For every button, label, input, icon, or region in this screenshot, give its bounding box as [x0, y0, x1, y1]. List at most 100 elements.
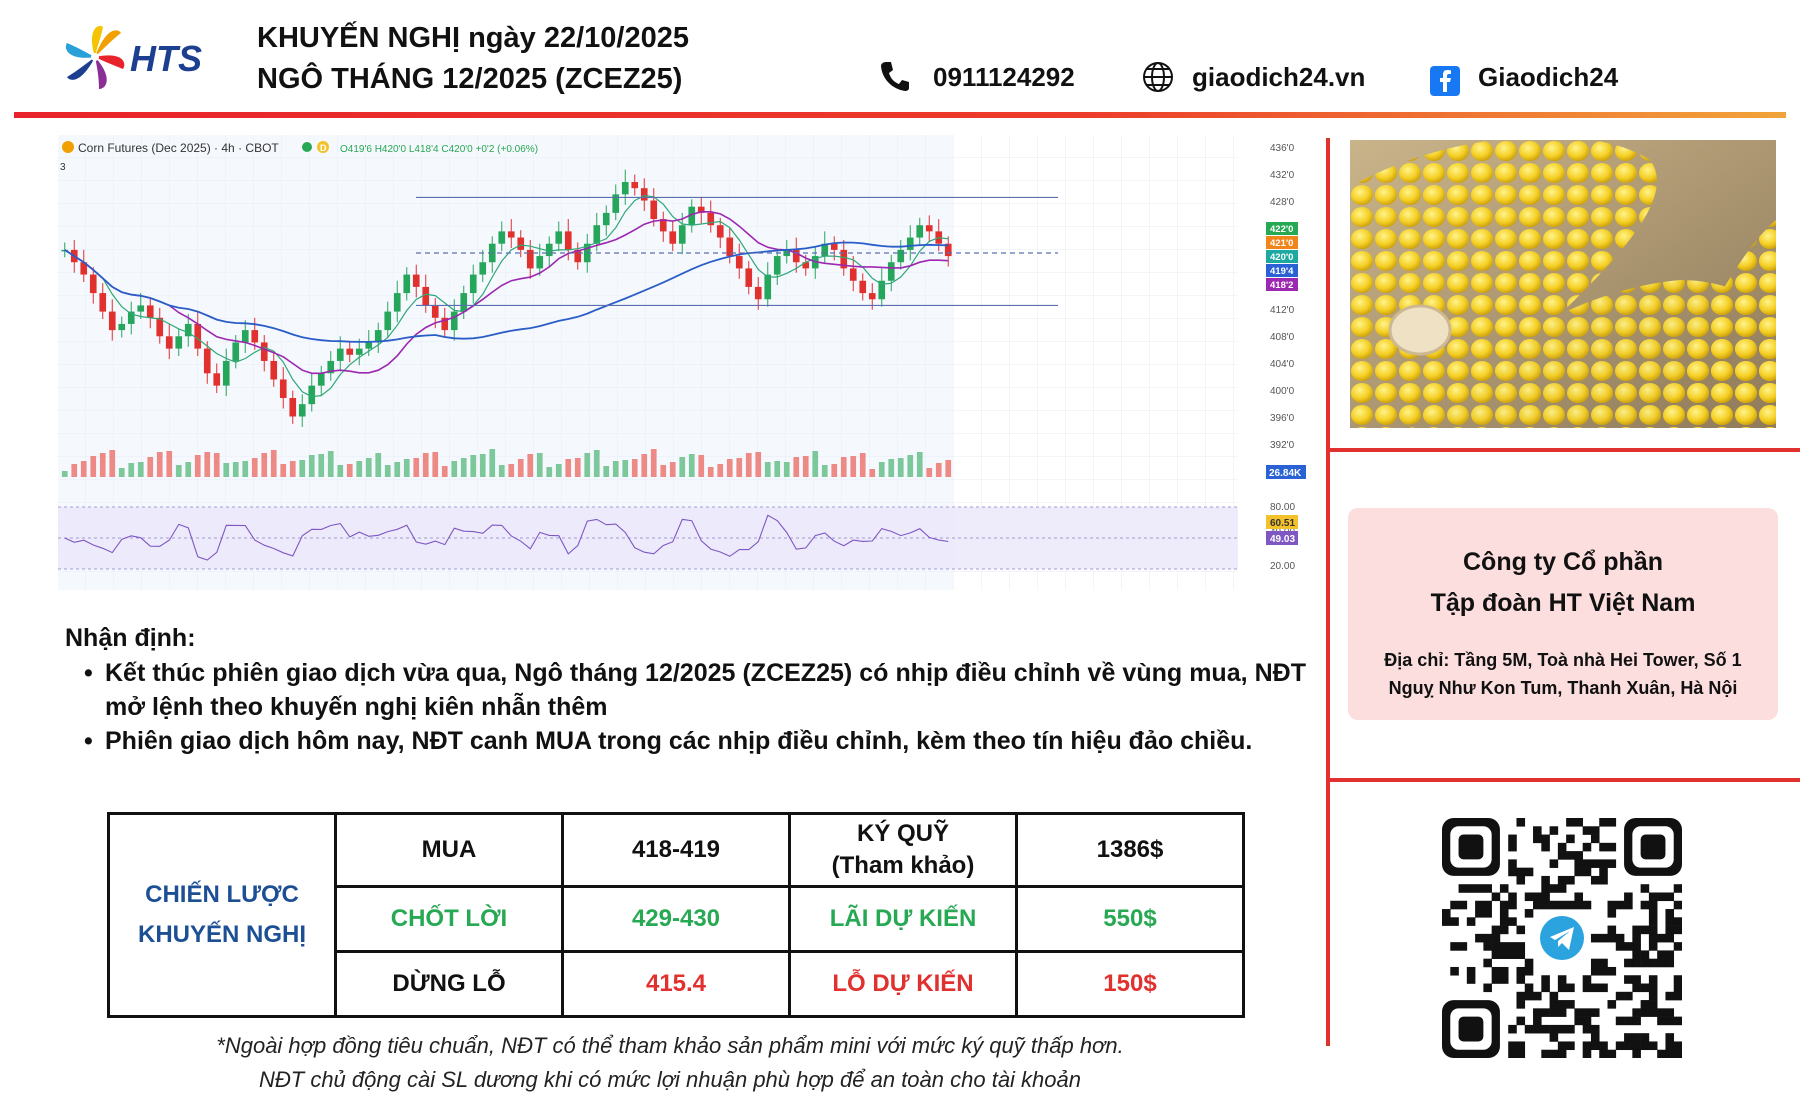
volume-bar: [698, 455, 705, 477]
buy-value: 418-419: [561, 812, 791, 888]
candle: [374, 322, 382, 353]
expected-loss-label: LỖ DỰ KIẾN: [788, 950, 1018, 1018]
candle: [688, 199, 696, 233]
facebook-page-link[interactable]: Giaodich24: [1478, 62, 1619, 92]
volume-bar: [242, 461, 249, 477]
volume-bar: [147, 457, 154, 477]
buy-label: MUA: [334, 812, 564, 888]
volume-bar: [90, 456, 97, 477]
volume-bar: [631, 459, 638, 477]
price-tags: 422'0 421'0 420'0 419'4 418'2 26.84K 60.51 49.0…: [1266, 222, 1306, 545]
candle: [127, 301, 135, 335]
corn-photo: [1350, 140, 1776, 428]
margin-label: KÝ QUỸ (Tham khảo): [788, 812, 1018, 888]
volume-bar: [375, 453, 382, 477]
volume-bar: [118, 468, 125, 477]
telegram-qr-code[interactable]: [1442, 818, 1683, 1059]
candle: [621, 169, 629, 205]
candle: [118, 316, 126, 338]
candle: [270, 351, 278, 387]
report-title: KHUYẾN NGHỊ ngày 22/10/2025: [257, 22, 689, 54]
volume-bar: [194, 455, 201, 477]
volume-bar: [413, 458, 420, 477]
candle: [650, 188, 658, 227]
candle: [241, 320, 249, 353]
volume-bar: [261, 453, 268, 477]
volume-bar: [660, 465, 667, 477]
market-open-icon: [302, 142, 312, 152]
candle: [384, 301, 392, 338]
candle: [716, 217, 724, 249]
volume-bar: [926, 468, 933, 477]
price-tick-label: 400'0: [1270, 386, 1295, 397]
strategy-label: CHIẾN LƯỢC KHUYẾN NGHỊ: [107, 812, 337, 1018]
volume-bar: [850, 456, 857, 477]
volume-layer: [61, 449, 952, 477]
candle: [412, 264, 420, 298]
analysis-heading: Nhận định:: [65, 624, 196, 652]
volume-bar: [99, 453, 106, 477]
candle: [754, 277, 762, 310]
rsi-tick-label: 80.00: [1270, 502, 1295, 513]
report-subtitle: NGÔ THÁNG 12/2025 (ZCEZ25): [257, 63, 683, 95]
right-divider-bottom: [1326, 778, 1800, 782]
price-tick-label: 396'0: [1270, 413, 1295, 424]
volume-bar: [432, 452, 439, 477]
ma-mid-line: [64, 211, 949, 375]
volume-bar: [546, 467, 553, 477]
volume-bar: [945, 460, 952, 477]
pinwheel-logo-icon: [65, 26, 125, 89]
svg-text:421'0: 421'0: [1270, 238, 1293, 249]
candle: [697, 196, 705, 224]
price-tick-label: 428'0: [1270, 197, 1295, 208]
candle: [450, 299, 458, 341]
volume-bar: [517, 459, 524, 477]
indicator-count[interactable]: 3: [60, 162, 66, 173]
candle: [764, 262, 772, 307]
company-name-line2: Tập đoàn HT Việt Nam: [1430, 589, 1696, 617]
website-link[interactable]: giaodich24.vn: [1192, 62, 1366, 92]
volume-bar: [403, 459, 410, 477]
price-tick-label: 412'0: [1270, 305, 1295, 316]
volume-bar: [508, 464, 515, 477]
candle: [346, 341, 354, 363]
candle: [327, 351, 335, 381]
phone-icon: [880, 60, 910, 97]
company-info-card: Công ty Cổ phần Tập đoàn HT Việt Nam Địa…: [1348, 508, 1778, 720]
delayed-data-icon: [317, 141, 329, 153]
candle: [640, 178, 648, 212]
candle: [317, 365, 325, 397]
volume-bar: [755, 452, 762, 477]
volume-bar: [337, 465, 344, 477]
volume-bar: [717, 464, 724, 477]
volume-bar: [441, 466, 448, 477]
candle: [403, 267, 411, 301]
volume-bar: [736, 458, 743, 477]
candle: [156, 307, 164, 344]
price-tick-label: 392'0: [1270, 440, 1295, 451]
price-tag: 420'0: [1266, 250, 1298, 263]
candle: [517, 230, 525, 258]
volume-bar: [641, 454, 648, 477]
candle: [146, 298, 154, 329]
candle: [460, 285, 468, 319]
rsi-tag: 60.51: [1266, 515, 1298, 529]
ema-fast-line: [64, 194, 949, 398]
volume-bar: [299, 460, 306, 477]
stop-loss-label: DỪNG LỖ: [334, 950, 564, 1018]
candle: [745, 261, 753, 295]
volume-bar: [71, 464, 78, 477]
candle: [659, 211, 667, 242]
volume-bar: [821, 465, 828, 477]
volume-bar: [802, 456, 809, 477]
volume-bar: [280, 464, 287, 477]
volume-bar: [175, 465, 182, 477]
phone-number[interactable]: 0911124292: [933, 62, 1075, 92]
hts-logo: [60, 22, 220, 92]
price-tick-label: 432'0: [1270, 170, 1295, 181]
candle: [175, 328, 183, 357]
candle: [773, 248, 781, 286]
footnote-mini-contract: *Ngoài hợp đồng tiêu chuẩn, NĐT có thể t…: [216, 1033, 1124, 1058]
strategy-table: CHIẾN LƯỢC KHUYẾN NGHỊ MUA 418-419 KÝ QU…: [107, 812, 1245, 1018]
price-tick-label: 408'0: [1270, 332, 1295, 343]
